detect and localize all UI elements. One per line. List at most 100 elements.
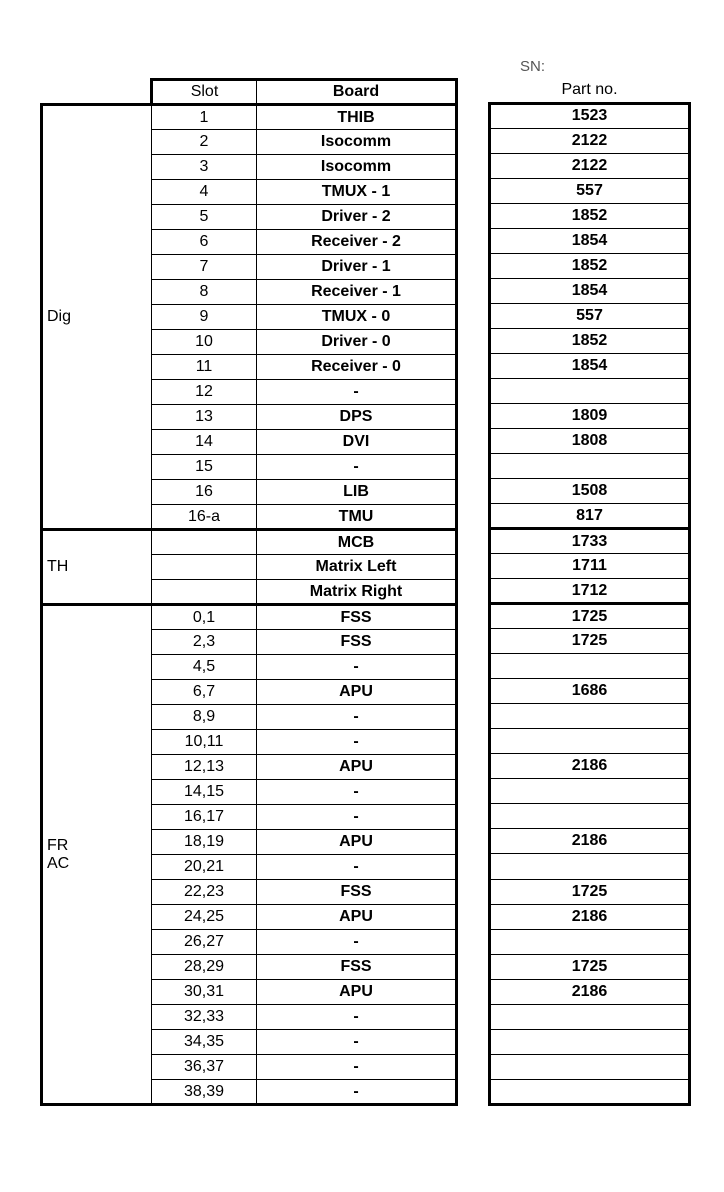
header-slot: Slot: [152, 80, 257, 105]
partno-cell: [490, 704, 690, 729]
partno-cell: 1725: [490, 879, 690, 904]
board-cell: THIB: [257, 105, 457, 130]
table-row: [490, 804, 690, 829]
board-cell: APU: [257, 755, 457, 780]
table-row: 1852: [490, 253, 690, 278]
slot-cell: 30,31: [152, 980, 257, 1005]
partno-cell: 557: [490, 178, 690, 203]
group-label-line: Dig: [47, 308, 147, 326]
board-cell: -: [257, 455, 457, 480]
table-row: [490, 704, 690, 729]
table-row: 1852: [490, 203, 690, 228]
table-row: 1508: [490, 479, 690, 504]
partno-cell: 1725: [490, 604, 690, 629]
table-row: 1725: [490, 604, 690, 629]
partno-cell: [490, 654, 690, 679]
slot-cell: 12: [152, 380, 257, 405]
table-row: 1852: [490, 328, 690, 353]
header-spacer: [42, 80, 152, 105]
partno-cell: 1854: [490, 353, 690, 378]
board-cell: APU: [257, 905, 457, 930]
board-cell: -: [257, 805, 457, 830]
board-cell: FSS: [257, 955, 457, 980]
table-row: Dig1THIB: [42, 105, 457, 130]
table-row: 2122: [490, 128, 690, 153]
group-label-line: AC: [47, 855, 147, 873]
partno-cell: [490, 1079, 690, 1104]
board-cell: -: [257, 780, 457, 805]
table-row: [490, 854, 690, 879]
partno-cell: 1686: [490, 679, 690, 704]
header-board: Board: [257, 80, 457, 105]
table-row: 817: [490, 504, 690, 529]
slot-cell: 34,35: [152, 1030, 257, 1055]
slot-cell: 6: [152, 230, 257, 255]
table-row: THMCB: [42, 530, 457, 555]
slot-cell: 4,5: [152, 655, 257, 680]
partno-cell: [490, 929, 690, 954]
board-cell: Driver - 0: [257, 330, 457, 355]
slot-cell: 3: [152, 155, 257, 180]
slot-cell: 2,3: [152, 630, 257, 655]
sn-label: SN:: [520, 58, 545, 75]
table-row: [490, 453, 690, 478]
board-cell: TMUX - 0: [257, 305, 457, 330]
slot-cell: 38,39: [152, 1080, 257, 1105]
partno-cell: 1854: [490, 278, 690, 303]
table-row: 1854: [490, 228, 690, 253]
table-row: 2186: [490, 829, 690, 854]
partno-cell: 557: [490, 303, 690, 328]
partno-cell: 1852: [490, 203, 690, 228]
slot-cell: 4: [152, 180, 257, 205]
partno-cell: 2186: [490, 754, 690, 779]
table-row: [490, 779, 690, 804]
board-cell: FSS: [257, 880, 457, 905]
table-row: [490, 729, 690, 754]
right-table: Part no.15232122212255718521854185218545…: [488, 78, 691, 1106]
slot-cell: [152, 555, 257, 580]
slot-cell: 22,23: [152, 880, 257, 905]
partno-cell: 2186: [490, 904, 690, 929]
slot-cell: 9: [152, 305, 257, 330]
slot-cell: 8: [152, 280, 257, 305]
board-cell: LIB: [257, 480, 457, 505]
table-row: [490, 1029, 690, 1054]
table-row: [490, 929, 690, 954]
slot-cell: 20,21: [152, 855, 257, 880]
partno-cell: [490, 1029, 690, 1054]
table-row: 1725: [490, 954, 690, 979]
partno-cell: 1733: [490, 529, 690, 554]
partno-cell: [490, 854, 690, 879]
partno-cell: 1852: [490, 253, 690, 278]
header-row: SlotBoard: [42, 80, 457, 105]
partno-cell: [490, 804, 690, 829]
table-row: 1808: [490, 428, 690, 453]
board-cell: APU: [257, 980, 457, 1005]
partno-cell: 1725: [490, 629, 690, 654]
board-cell: -: [257, 655, 457, 680]
slot-cell: 26,27: [152, 930, 257, 955]
slot-cell: 10: [152, 330, 257, 355]
board-cell: TMU: [257, 505, 457, 530]
partno-cell: 1852: [490, 328, 690, 353]
slot-cell: 6,7: [152, 680, 257, 705]
partno-cell: 1508: [490, 479, 690, 504]
slot-cell: 10,11: [152, 730, 257, 755]
board-cell: -: [257, 1030, 457, 1055]
table-row: 2186: [490, 904, 690, 929]
slot-cell: 14,15: [152, 780, 257, 805]
table-row: FRAC0,1FSS: [42, 605, 457, 630]
header-row-right: Part no.: [490, 78, 690, 103]
slot-cell: [152, 580, 257, 605]
table-row: [490, 1079, 690, 1104]
group-label: TH: [42, 530, 152, 605]
partno-cell: 1711: [490, 554, 690, 579]
board-cell: -: [257, 705, 457, 730]
partno-cell: 1712: [490, 579, 690, 604]
table-row: 1733: [490, 529, 690, 554]
partno-cell: 1725: [490, 954, 690, 979]
table-row: 2122: [490, 153, 690, 178]
partno-cell: 2122: [490, 128, 690, 153]
partno-cell: [490, 779, 690, 804]
board-cell: -: [257, 730, 457, 755]
